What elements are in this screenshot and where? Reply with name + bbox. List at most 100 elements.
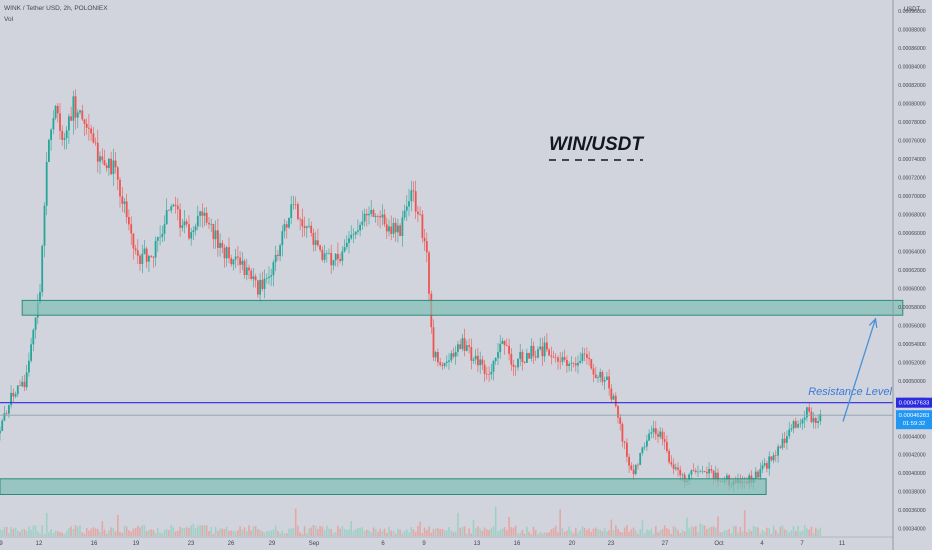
candle-body bbox=[101, 156, 104, 161]
volume-bar bbox=[63, 533, 66, 536]
price-tick-label: 0.00040000 bbox=[898, 471, 926, 477]
volume-bar bbox=[719, 532, 722, 536]
volume-bar bbox=[74, 525, 77, 536]
volume-bar bbox=[650, 528, 653, 536]
price-tick-label: 0.00066000 bbox=[898, 231, 926, 237]
time-tick-label: 23 bbox=[608, 541, 615, 547]
volume-bar bbox=[65, 531, 68, 536]
candle-body bbox=[617, 406, 619, 418]
volume-bar bbox=[310, 527, 312, 536]
time-axis[interactable]: 9 12 16 19 23 26 29 Sep 6 9 13 16 20 23 27 Oct 4 7 11 bbox=[0, 541, 846, 547]
price-tick-label: 0.00068000 bbox=[898, 212, 926, 218]
candle-body bbox=[403, 210, 406, 218]
volume-bar bbox=[174, 531, 177, 536]
candle-body bbox=[257, 280, 259, 295]
candle-body bbox=[5, 413, 8, 414]
volume-bar bbox=[208, 531, 210, 536]
volume-bar bbox=[708, 527, 710, 536]
candle-body bbox=[345, 242, 348, 247]
volume-bar bbox=[328, 528, 330, 536]
candle-body bbox=[457, 344, 459, 352]
candle-body bbox=[432, 327, 435, 358]
volume-bar bbox=[443, 530, 446, 536]
candle-body bbox=[454, 351, 457, 357]
volume-bar bbox=[743, 510, 746, 536]
candle-body bbox=[12, 392, 15, 397]
time-tick-label: 6 bbox=[381, 541, 385, 547]
volume-bar bbox=[768, 528, 770, 536]
time-tick-label: 12 bbox=[36, 541, 43, 547]
volume-bar bbox=[88, 530, 90, 536]
price-axis[interactable]: 0.00034000 0.00036000 0.00038000 0.00040000… bbox=[898, 9, 926, 533]
volume-bar bbox=[739, 527, 742, 536]
candle-body bbox=[643, 446, 646, 448]
candle-body bbox=[16, 385, 19, 395]
volume-bar bbox=[715, 527, 717, 536]
candle-body bbox=[176, 205, 179, 210]
volume-bar bbox=[626, 525, 628, 536]
volume-bar bbox=[799, 531, 802, 536]
volume-bar bbox=[32, 525, 35, 536]
volume-bar bbox=[557, 532, 559, 536]
candle-body bbox=[699, 471, 702, 473]
candle-body bbox=[783, 438, 786, 443]
volume-bar bbox=[277, 530, 279, 536]
last-price-countdown: 01:59:32 bbox=[903, 421, 926, 427]
volume-bar bbox=[157, 528, 159, 536]
volume-bar bbox=[161, 533, 164, 536]
volume-bar bbox=[663, 525, 666, 536]
lower-support-zone[interactable] bbox=[0, 478, 767, 495]
candle-body bbox=[214, 230, 217, 240]
candle-body bbox=[490, 371, 493, 375]
candle-body bbox=[581, 353, 584, 361]
candle-body bbox=[648, 433, 650, 441]
volume-bar bbox=[537, 533, 539, 536]
candle-body bbox=[768, 456, 771, 469]
volume-bar bbox=[777, 533, 779, 536]
volume-bar bbox=[414, 531, 417, 536]
candle-body bbox=[354, 231, 357, 235]
volume-bar bbox=[472, 519, 475, 536]
volume-bar bbox=[181, 528, 184, 536]
volume-bar bbox=[361, 527, 364, 536]
candle-body bbox=[145, 248, 148, 262]
volume-bar bbox=[303, 526, 306, 536]
volume-bar bbox=[170, 525, 172, 536]
candle-body bbox=[712, 470, 715, 480]
candle-body bbox=[285, 224, 288, 228]
volume-bar bbox=[652, 533, 655, 536]
candle-body bbox=[483, 364, 486, 374]
volume-bar bbox=[268, 531, 270, 536]
candle-body bbox=[248, 267, 250, 271]
candle-body bbox=[759, 469, 762, 478]
volume-bar bbox=[590, 531, 593, 536]
volume-bar bbox=[792, 526, 795, 536]
volume-bar bbox=[726, 530, 728, 536]
candle-body bbox=[348, 238, 350, 243]
volume-bar bbox=[366, 529, 368, 536]
volume-bar bbox=[526, 526, 528, 536]
volume-bar bbox=[99, 531, 101, 536]
candle-body bbox=[523, 361, 526, 363]
volume-bar bbox=[437, 528, 439, 536]
candle-body bbox=[290, 204, 293, 218]
time-tick-label: 13 bbox=[474, 541, 481, 547]
volume-bar bbox=[423, 527, 426, 536]
price-tick-label: 0.00080000 bbox=[898, 102, 926, 108]
candle-body bbox=[143, 248, 146, 254]
volume-bar bbox=[735, 526, 737, 536]
upper-support-zone[interactable] bbox=[21, 299, 904, 316]
volume-bar bbox=[797, 526, 799, 536]
volume-bar bbox=[97, 528, 99, 536]
volume-bar bbox=[815, 527, 817, 536]
candle-body bbox=[232, 259, 235, 265]
volume-bar bbox=[512, 527, 515, 536]
candle-body bbox=[52, 118, 55, 130]
volume-bar bbox=[108, 530, 110, 536]
volume-bar bbox=[3, 527, 6, 536]
volume-bar bbox=[623, 527, 626, 536]
candle-body bbox=[325, 253, 328, 254]
volume-bar bbox=[750, 531, 753, 536]
volume-bar bbox=[159, 532, 161, 536]
